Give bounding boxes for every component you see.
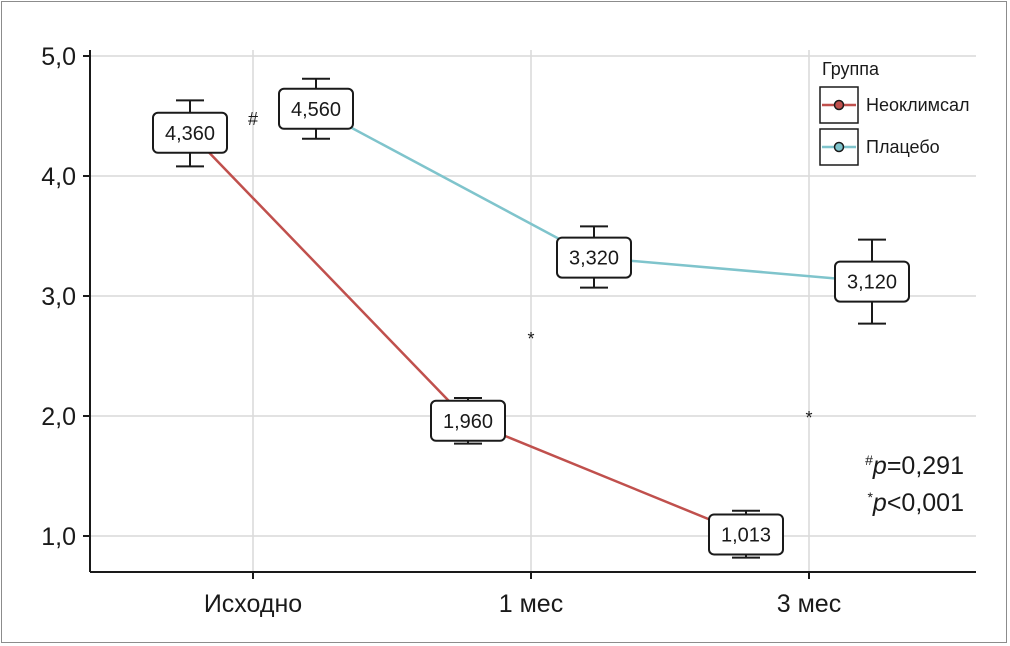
data-label-box (834, 260, 910, 303)
x-tick-label: Исходно (204, 590, 302, 618)
data-label-box (708, 513, 784, 556)
legend-key-point (833, 99, 845, 111)
data-label-text: 1,013 (721, 524, 771, 546)
p-value-note: *p<0,001 (867, 489, 964, 517)
x-tick-label: 1 мес (499, 590, 563, 618)
axes (83, 50, 976, 579)
data-label: 1,960 (430, 399, 506, 442)
gridlines (90, 50, 976, 572)
data-label: 3,120 (834, 260, 910, 303)
legend-key-point (833, 141, 845, 153)
data-label-text: 4,360 (165, 123, 215, 145)
y-tick-label: 3,0 (41, 283, 76, 311)
data-label-text: 1,960 (443, 411, 493, 433)
p-value-notes: #p=0,291 *p<0,001 (865, 452, 964, 517)
significance-marker: * (527, 329, 534, 349)
y-tick-label: 4,0 (41, 163, 76, 191)
legend-title: Группа (822, 59, 880, 79)
data-label-text: 3,120 (847, 272, 897, 294)
significance-markers: # * * (248, 109, 813, 428)
data-label: 3,320 (556, 236, 632, 279)
significance-marker: # (248, 109, 258, 129)
data-label-box (430, 399, 506, 442)
legend-label: Неоклимсал (866, 95, 970, 115)
data-label-box (152, 111, 228, 154)
data-labels: 4,360 1,960 1,013 4,560 3,320 3,120 (152, 87, 910, 556)
y-tick-label: 2,0 (41, 403, 76, 431)
x-tick-label: 3 мес (777, 590, 841, 618)
y-tick-label: 5,0 (41, 43, 76, 71)
tick-labels: 1,0 2,0 3,0 4,0 5,0 Исходно 1 мес 3 мес (41, 43, 841, 618)
legend: Группа Неоклимсал Плацебо (819, 59, 970, 166)
data-label: 4,360 (152, 111, 228, 154)
y-tick-label: 1,0 (41, 523, 76, 551)
data-label: 1,013 (708, 513, 784, 556)
data-label-text: 4,560 (291, 99, 341, 121)
legend-label: Плацебо (866, 137, 940, 157)
significance-marker: * (805, 408, 812, 428)
p-value-note: #p=0,291 (865, 452, 964, 480)
data-label: 4,560 (278, 87, 354, 130)
data-label-box (556, 236, 632, 279)
data-label-text: 3,320 (569, 248, 619, 270)
data-label-box (278, 87, 354, 130)
series-line-neoklimsal (189, 131, 747, 536)
